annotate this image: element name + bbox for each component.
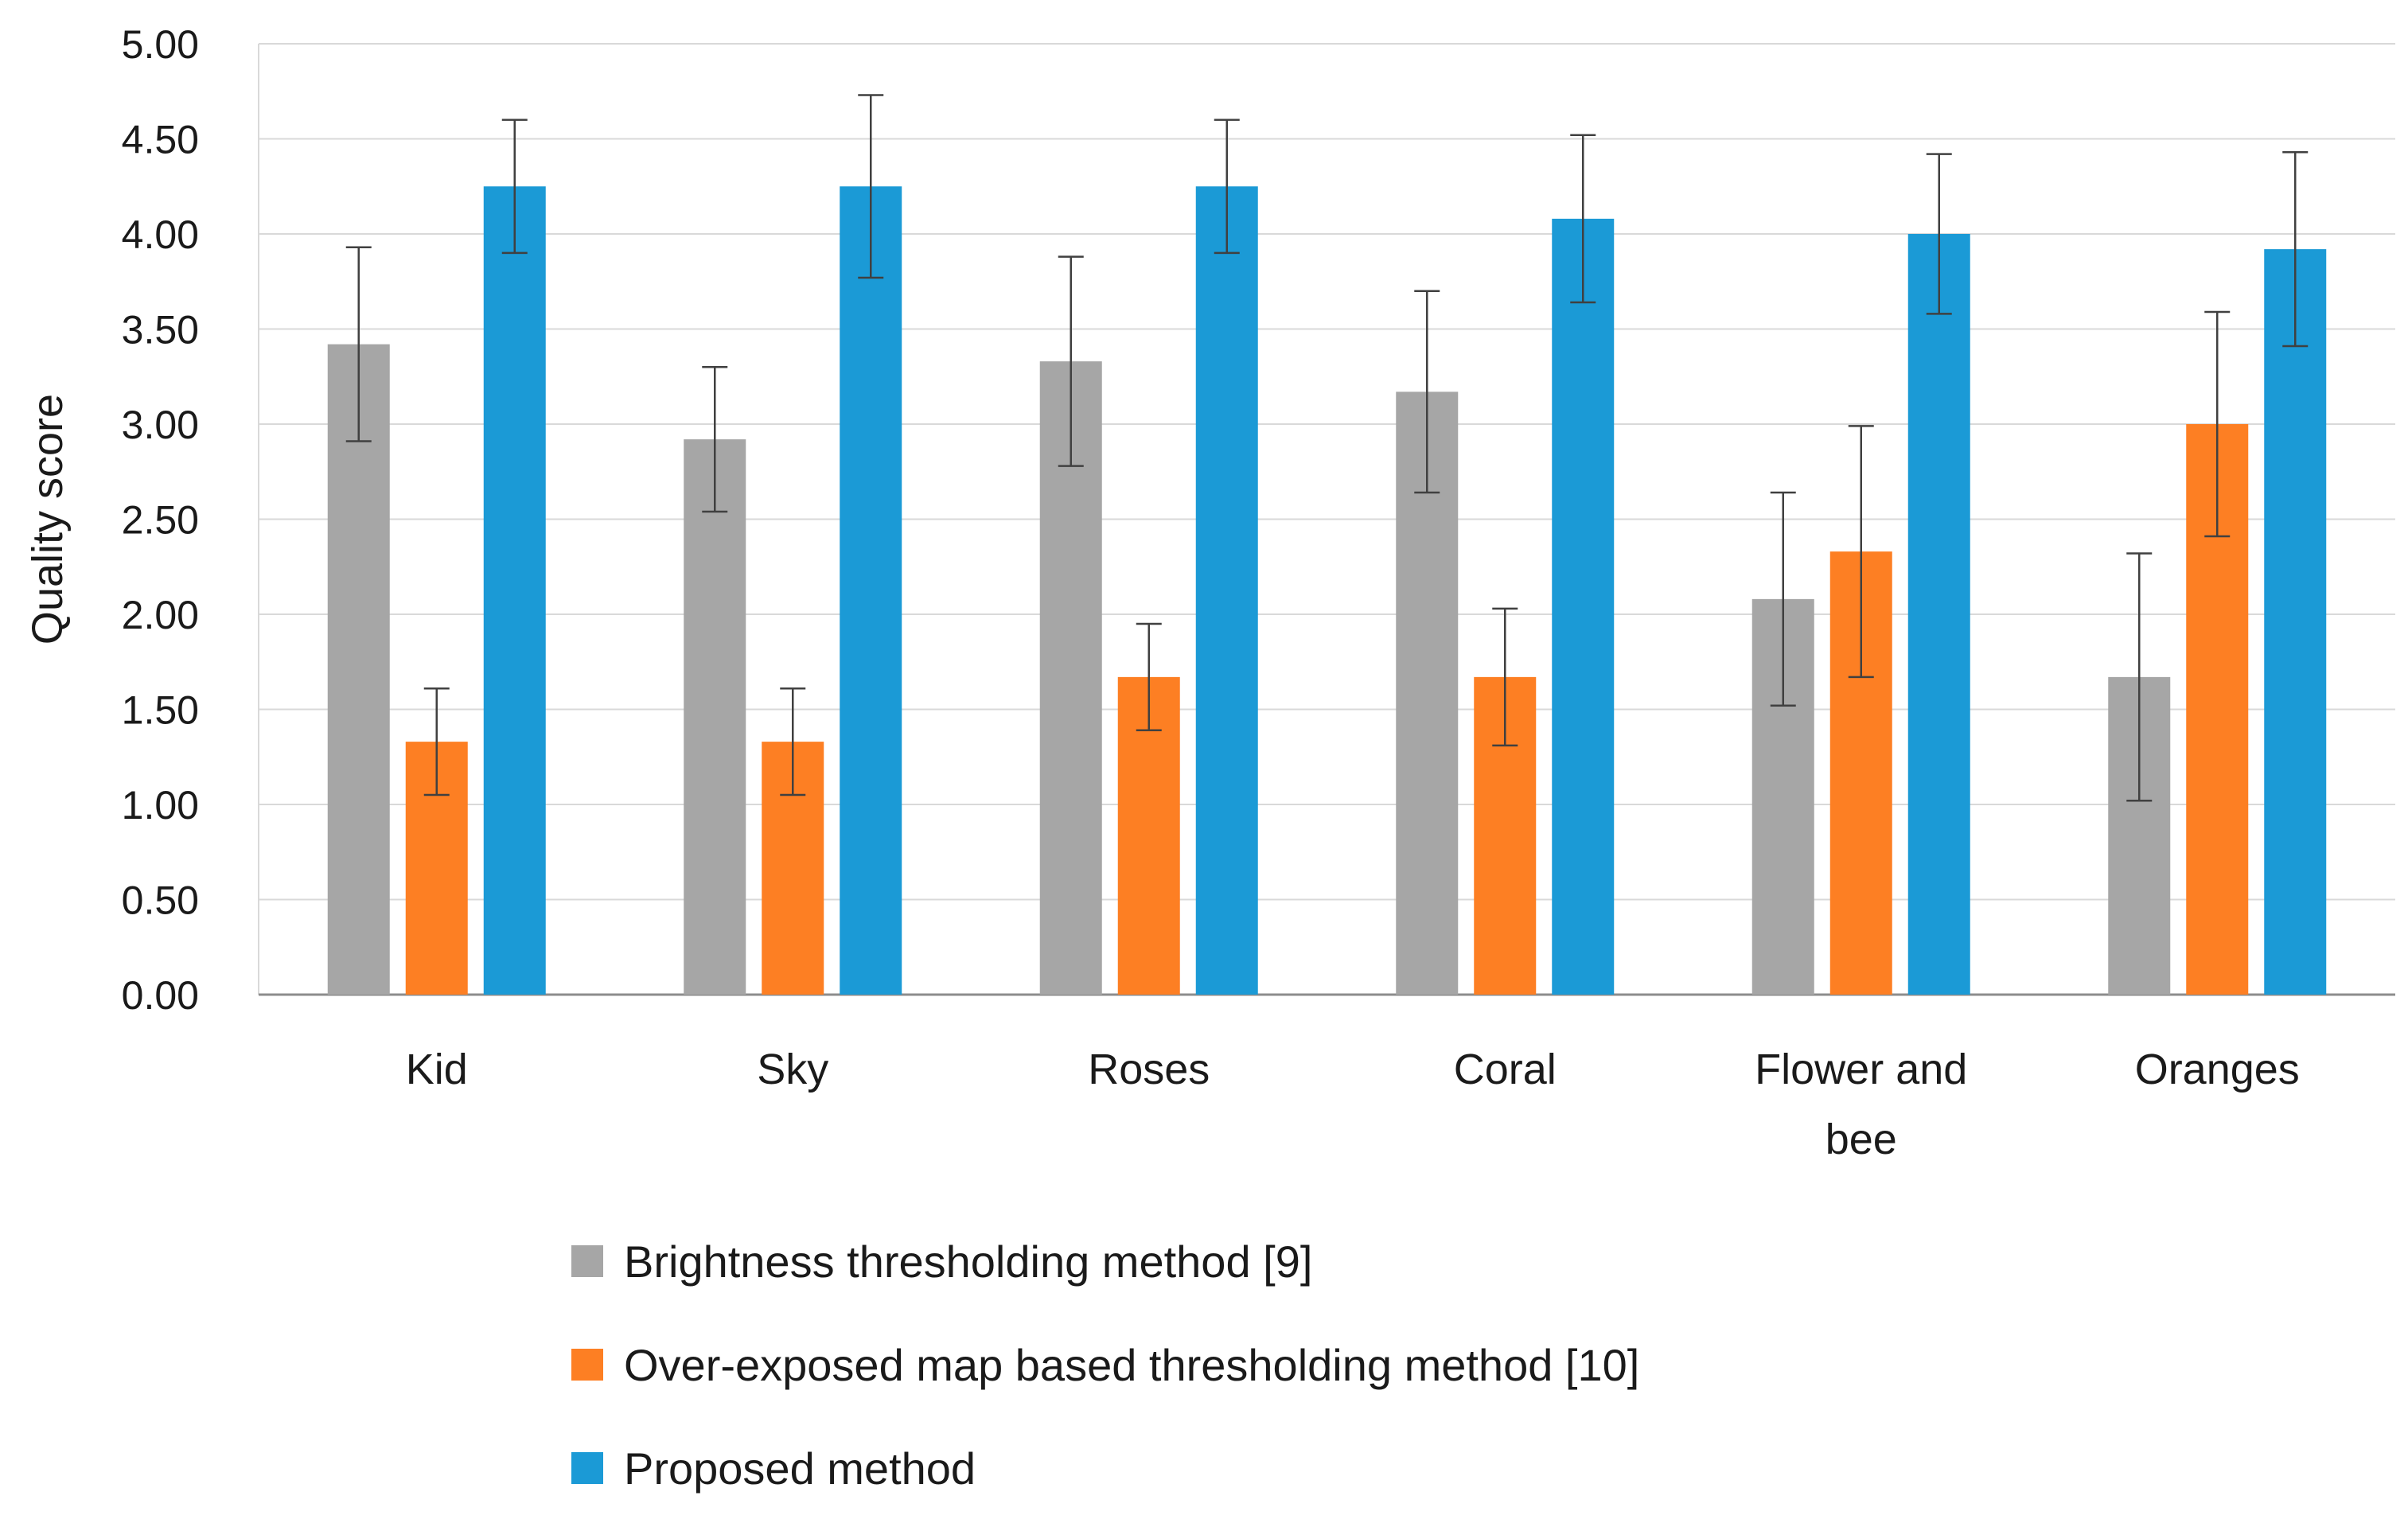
- x-category-label: Roses: [1088, 1046, 1210, 1093]
- y-tick-label: 5.00: [122, 22, 199, 67]
- labels: 0.00 0.50 1.00 1.50 2.00 2.50 3.00 3.50 4.00 4.50…: [24, 22, 2300, 1163]
- bar: [2264, 249, 2327, 995]
- bar: [840, 186, 902, 995]
- legend-swatch: [571, 1245, 603, 1277]
- legend: Brightness thresholding method [9] Over-e…: [571, 1237, 1639, 1494]
- x-category-label: Flower and: [1755, 1046, 1967, 1093]
- x-category-label: Oranges: [2135, 1046, 2300, 1093]
- y-tick-label: 3.00: [122, 403, 199, 447]
- y-axis-title: Quality score: [24, 394, 72, 645]
- legend-swatch: [571, 1452, 603, 1484]
- x-category-label: Kid: [406, 1046, 468, 1093]
- bar: [483, 186, 546, 995]
- legend-label: Brightness thresholding method [9]: [624, 1237, 1312, 1287]
- y-tick-label: 2.50: [122, 498, 199, 543]
- bar: [684, 439, 746, 995]
- error-bars: [345, 94, 2309, 802]
- bar: [327, 344, 390, 995]
- bar: [1195, 186, 1258, 995]
- y-tick-label: 1.50: [122, 688, 199, 733]
- legend-label: Proposed method: [624, 1443, 976, 1494]
- y-tick-label: 2.00: [122, 593, 199, 637]
- axes: [258, 44, 2395, 996]
- x-category-label: Coral: [1454, 1046, 1557, 1093]
- y-tick-label: 0.00: [122, 973, 199, 1018]
- bars: [327, 186, 2327, 995]
- x-category-label: Sky: [757, 1046, 828, 1093]
- y-tick-label: 0.50: [122, 878, 199, 923]
- legend-swatch: [571, 1349, 603, 1381]
- x-category-label: bee: [1825, 1116, 1897, 1163]
- bar: [1552, 218, 1615, 995]
- gridlines: [259, 43, 2395, 901]
- y-tick-label: 4.00: [122, 212, 199, 257]
- y-tick-label: 4.50: [122, 118, 199, 162]
- y-tick-label: 3.50: [122, 308, 199, 352]
- legend-label: Over-exposed map based thresholding meth…: [624, 1340, 1639, 1390]
- y-tick-label: 1.00: [122, 783, 199, 828]
- bar: [1907, 234, 1970, 995]
